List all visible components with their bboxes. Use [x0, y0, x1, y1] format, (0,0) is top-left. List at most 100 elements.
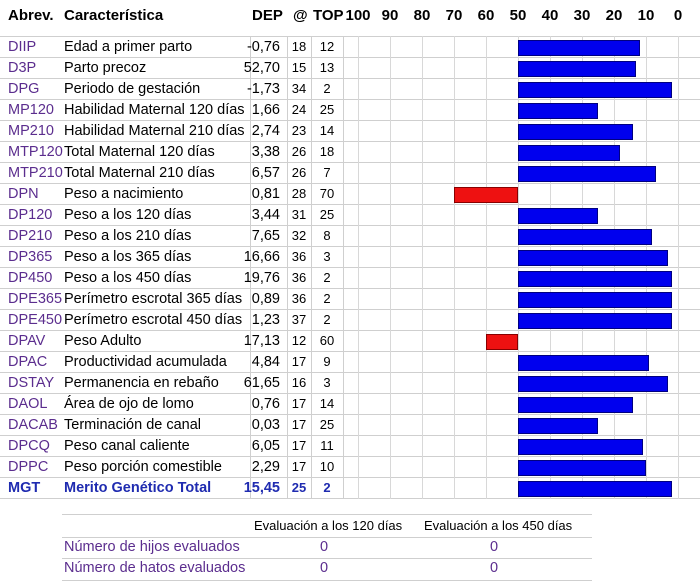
positive-bar: [518, 82, 672, 98]
row-abbr: D3P: [8, 60, 37, 76]
table-row: DPAV Peso Adulto 17,13 12 60: [0, 331, 700, 352]
positive-bar: [518, 40, 640, 56]
row-abbr: MP210: [8, 123, 54, 139]
positive-bar: [518, 376, 669, 392]
scale-grid-line: [422, 36, 423, 499]
evaluation-summary: Evaluación a los 120 días Evaluación a l…: [62, 514, 592, 581]
row-dep: 4,84: [251, 354, 280, 370]
row-abbr: DP210: [8, 228, 53, 244]
row-characteristic: Total Maternal 210 días: [64, 165, 215, 181]
row-abbr: DPAC: [8, 354, 48, 370]
row-dep: 2,74: [251, 123, 280, 139]
negative-bar: [454, 187, 518, 203]
scale-grid-line: [358, 36, 359, 499]
positive-bar: [518, 208, 598, 224]
table-row: DPN Peso a nacimiento 0,81 28 70: [0, 184, 700, 205]
positive-bar: [518, 61, 637, 77]
grid-column-line: [343, 36, 344, 499]
row-accuracy: 25: [291, 480, 307, 495]
header-top: TOP: [313, 7, 344, 24]
row-characteristic: Perímetro escrotal 365 días: [64, 291, 243, 307]
positive-bar: [518, 439, 643, 455]
grid-column-line: [311, 36, 312, 499]
row-top: 3: [323, 375, 331, 390]
row-abbr: DP120: [8, 207, 53, 223]
row-abbr: DIIP: [8, 39, 37, 55]
row-dep: -1,73: [246, 81, 280, 97]
row-dep: 52,70: [243, 60, 280, 76]
grid-row-line: [0, 330, 700, 331]
grid-row-line: [0, 141, 700, 142]
table-row: DACAB Terminación de canal 0,03 17 25: [0, 415, 700, 436]
grid-row-line: [0, 288, 700, 289]
hatos-label: Número de hatos evaluados: [64, 560, 246, 576]
row-abbr: DSTAY: [8, 375, 55, 391]
hijos-450-value: 0: [489, 539, 499, 555]
scale-tick-label: 70: [445, 7, 463, 24]
positive-bar: [518, 481, 672, 497]
row-dep: 0,89: [251, 291, 280, 307]
scale-grid-line: [550, 36, 551, 499]
scale-tick-label: 60: [477, 7, 495, 24]
row-characteristic: Peso a los 450 días: [64, 270, 192, 286]
scale-grid-line: [582, 36, 583, 499]
row-abbr: DPCQ: [8, 438, 50, 454]
scale-tick-label: 50: [509, 7, 527, 24]
row-accuracy: 15: [291, 60, 307, 75]
hijos-120-value: 0: [319, 539, 329, 555]
row-dep: 0,76: [251, 396, 280, 412]
grid-column-line: [287, 36, 288, 499]
grid-row-line: [0, 309, 700, 310]
row-top: 18: [319, 144, 335, 159]
scale-grid-line: [390, 36, 391, 499]
row-top: 2: [323, 291, 331, 306]
grid-row-line: [0, 162, 700, 163]
row-top: 70: [319, 186, 335, 201]
scale-tick-label: 90: [381, 7, 399, 24]
positive-bar: [518, 355, 650, 371]
row-accuracy: 17: [291, 396, 307, 411]
grid-column-line: [250, 36, 251, 499]
scale-tick-label: 0: [673, 7, 683, 24]
row-dep: 0,81: [251, 186, 280, 202]
positive-bar: [518, 229, 653, 245]
row-abbr: MGT: [8, 480, 41, 496]
header-characteristic: Característica: [64, 7, 164, 24]
positive-bar: [518, 103, 598, 119]
positive-bar: [518, 145, 621, 161]
row-abbr: DPN: [8, 186, 39, 202]
table-row: D3P Parto precoz 52,70 15 13: [0, 58, 700, 79]
row-characteristic: Habilidad Maternal 120 días: [64, 102, 245, 118]
scale-tick-label: 20: [605, 7, 623, 24]
row-top: 14: [319, 396, 335, 411]
row-accuracy: 36: [291, 291, 307, 306]
total-row: MGT Merito Genético Total 15,45 25 2: [0, 478, 700, 499]
hatos-120-value: 0: [319, 560, 329, 576]
row-dep: 3,38: [251, 144, 280, 160]
row-dep: 6,57: [251, 165, 280, 181]
row-characteristic: Parto precoz: [64, 60, 147, 76]
scale-grid-line: [486, 36, 487, 499]
table-row: DPE365 Perímetro escrotal 365 días 0,89 36 2: [0, 289, 700, 310]
positive-bar: [518, 166, 656, 182]
row-dep: 61,65: [243, 375, 280, 391]
row-dep: 3,44: [251, 207, 280, 223]
grid-row-line: [0, 78, 700, 79]
row-accuracy: 23: [291, 123, 307, 138]
row-characteristic: Peso a los 365 días: [64, 249, 192, 265]
grid-row-line: [0, 204, 700, 205]
grid-row-line: [0, 351, 700, 352]
table-row: DIIP Edad a primer parto -0,76 18 12: [0, 37, 700, 58]
table-header: Abrev. Característica DEP @ TOP 100 90 80 7…: [0, 0, 700, 36]
row-dep: -0,76: [246, 39, 280, 55]
table-row: DPAC Productividad acumulada 4,84 17 9: [0, 352, 700, 373]
positive-bar: [518, 397, 634, 413]
row-top: 12: [319, 39, 335, 54]
table-row: DSTAY Permanencia en rebaño 61,65 16 3: [0, 373, 700, 394]
scale-grid-line: [646, 36, 647, 499]
row-characteristic: Peso a nacimiento: [64, 186, 184, 202]
row-top: 10: [319, 459, 335, 474]
row-dep: 15,45: [243, 480, 280, 496]
grid-row-line: [0, 435, 700, 436]
row-top: 9: [323, 354, 331, 369]
